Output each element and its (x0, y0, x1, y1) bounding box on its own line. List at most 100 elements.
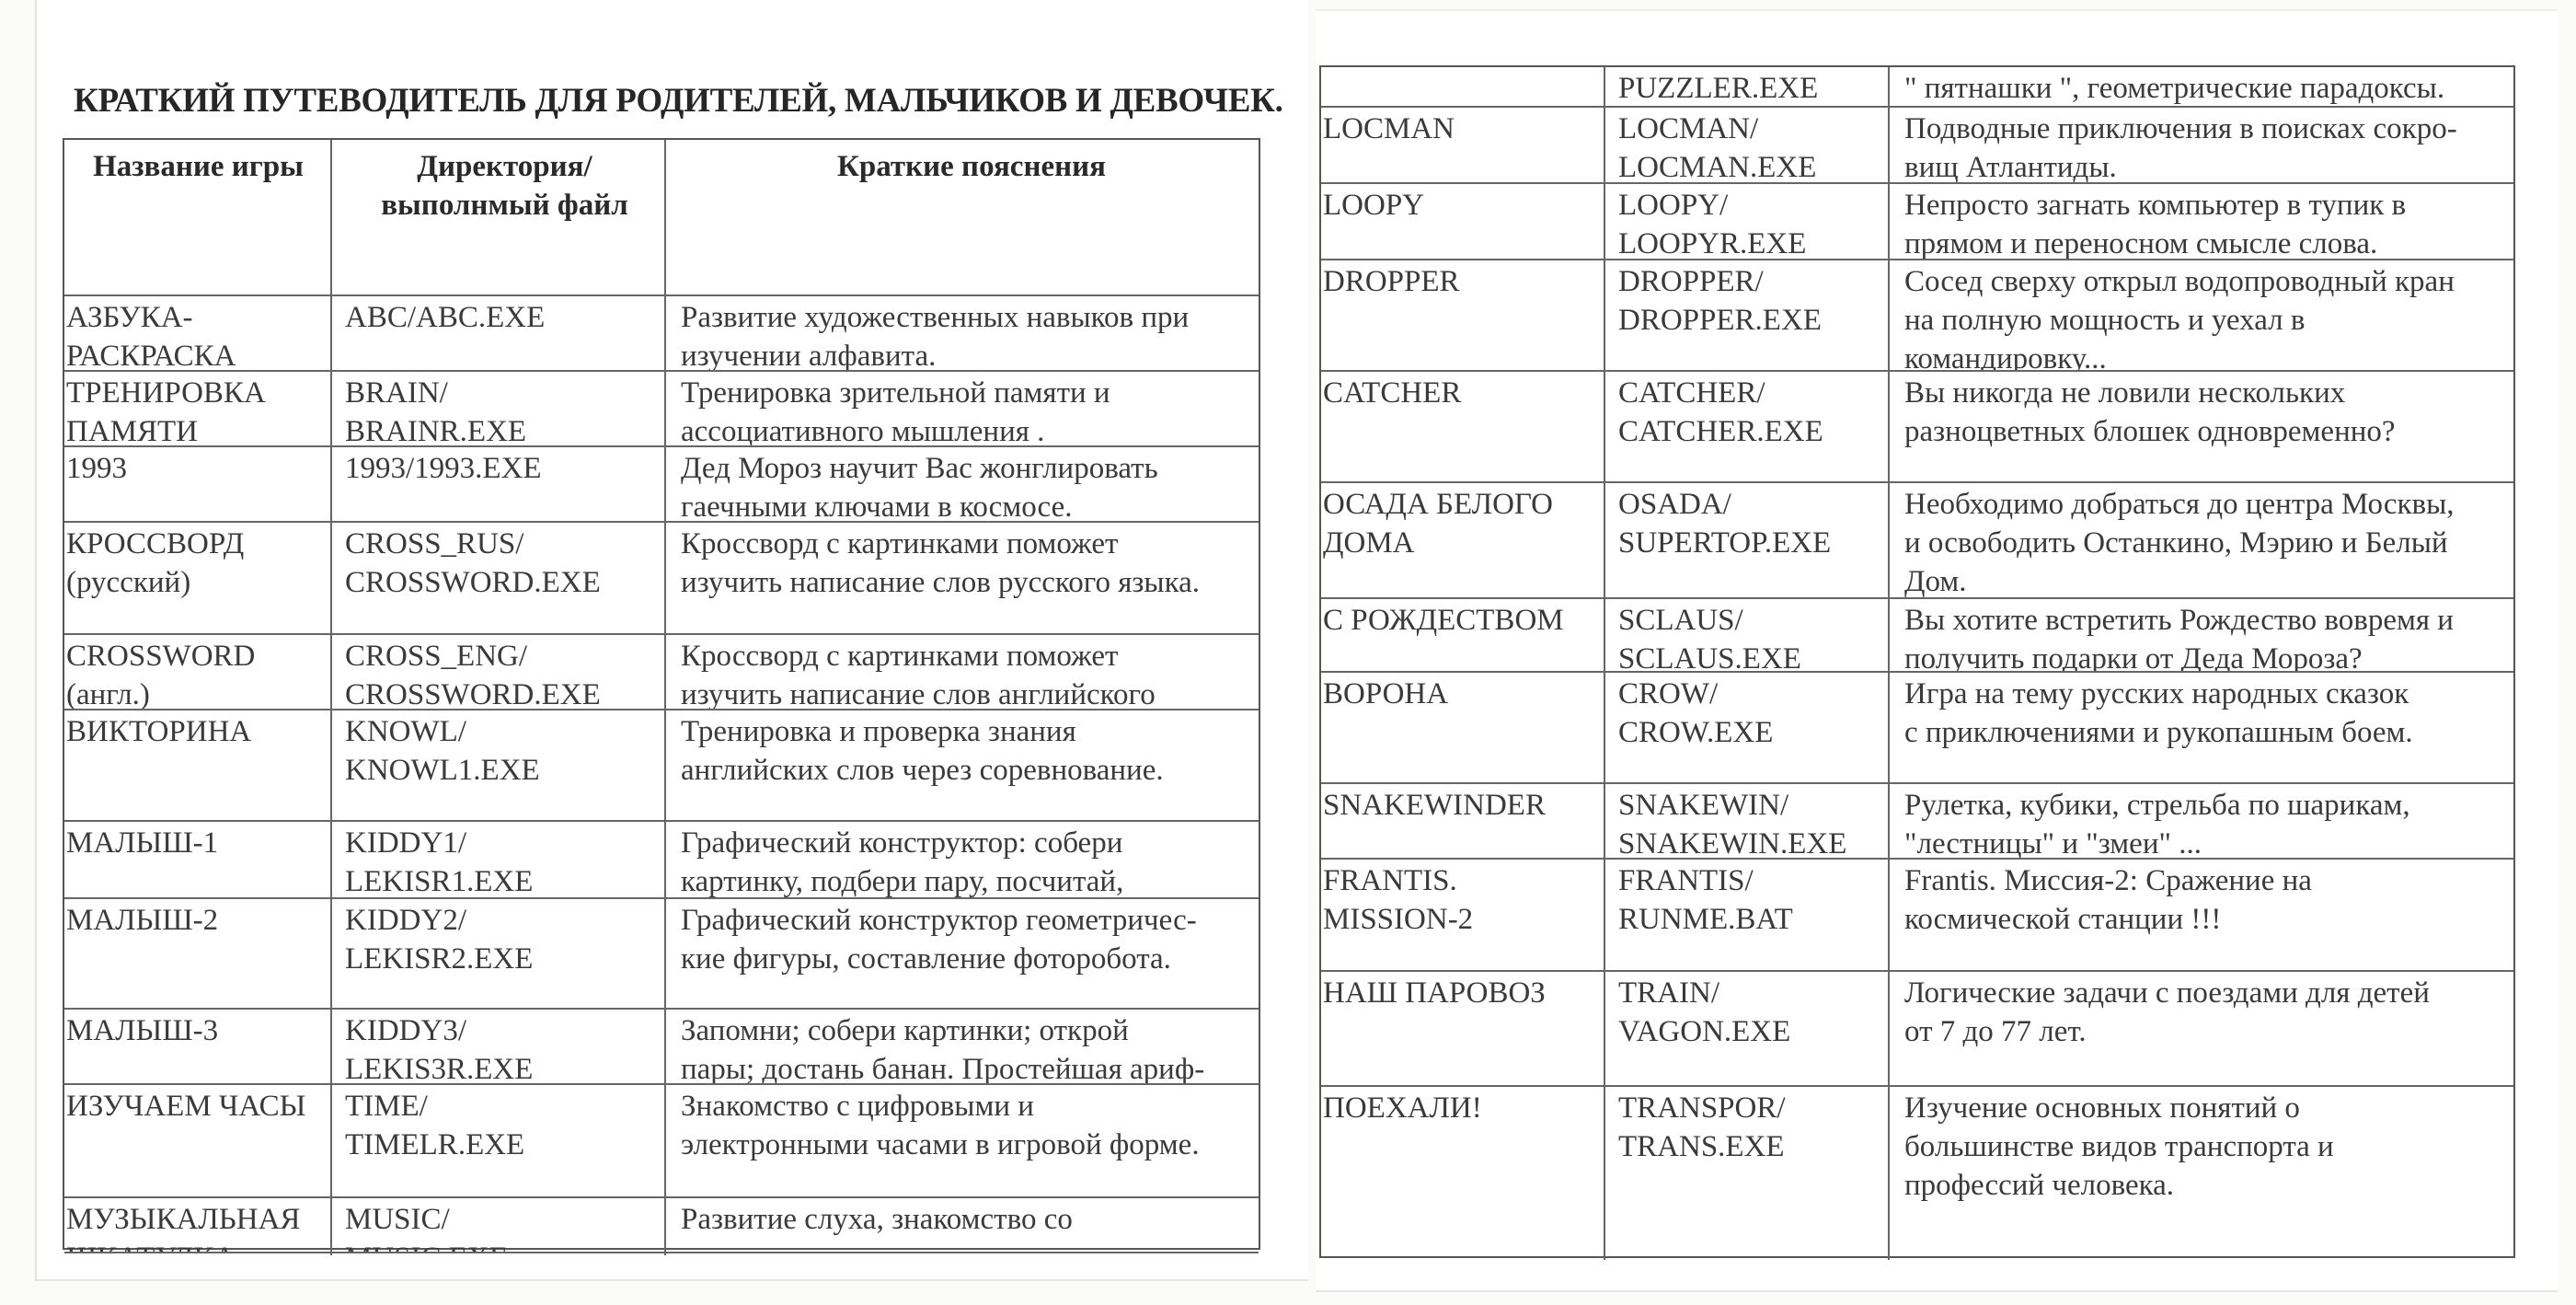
game-name-cell: МУЗЫКАЛЬНАЯ ШКАТУЛКА (66, 1203, 301, 1252)
game-name-cell: LOOPY (1323, 189, 1425, 222)
table-row: МАЛЫШ-3 KIDDY3/ LEKIS3R.EXE Запомни; собер… (64, 1008, 1259, 1083)
description-cell: Развитие слуха, знакомство со звучанием … (664, 1198, 1262, 1252)
description-cell: Изучение основных понятий о большинстве … (1888, 1087, 2517, 1260)
game-name-cell: ПОЕХАЛИ! (1323, 1091, 1482, 1125)
directory-cell: FRANTIS/ RUNME.BAT (1604, 860, 1888, 970)
directory-cell: CROW/ CROW.EXE (1604, 673, 1888, 782)
directory-cell: OSADA/ SUPERTOP.EXE (1604, 483, 1888, 597)
table-row: ОСАДА БЕЛОГО ДОМА OSADA/ SUPERTOP.EXE Необ… (1321, 481, 2513, 597)
description-cell: Непросто загнать компьютер в тупик в пря… (1888, 184, 2517, 259)
right-page (1316, 9, 2558, 1292)
table-row: LOCMAN LOCMAN/ LOCMAN.EXE Подводные приклю… (1321, 106, 2513, 182)
table-row: КРОССВОРД (русский) CROSS_RUS/ CROSSWORD.… (64, 521, 1259, 633)
table-row: С РОЖДЕСТВОМ SCLAUS/ SCLAUS.EXE Вы хотите … (1321, 597, 2513, 671)
table-row: НАШ ПАРОВОЗ TRAIN/ VAGON.EXE Логические за… (1321, 970, 2513, 1085)
directory-cell: CATCHER/ CATCHER.EXE (1604, 372, 1888, 481)
directory-cell: KIDDY2/ LEKISR2.EXE (330, 899, 664, 1008)
page-title: КРАТКИЙ ПУТЕВОДИТЕЛЬ ДЛЯ РОДИТЕЛЕЙ, МАЛЬ… (74, 82, 1283, 120)
game-name-cell: CROSSWORD (англ.) (66, 640, 256, 709)
directory-cell: TIME/ TIMELR.EXE (330, 1085, 664, 1196)
table-row: ТРЕНИРОВКА ПАМЯТИ BRAIN/ BRAINR.EXE Тренир… (64, 370, 1259, 445)
table-row: FRANTIS. MISSION-2 FRANTIS/ RUNME.BAT Fran… (1321, 858, 2513, 970)
game-name-cell: CATCHER (1323, 376, 1462, 410)
game-name-cell: 15 X 15 (64, 1253, 330, 1255)
directory-cell: KIDDY1/ LEKISR1.EXE (330, 822, 664, 897)
table-row: PUZZLER.EXE " пятнашки ", геометрические … (1321, 67, 2513, 106)
game-name-cell: ОСАДА БЕЛОГО ДОМА (1323, 488, 1553, 560)
description-cell: Сосед сверху открыл водопроводный кран н… (1888, 260, 2517, 370)
directory-cell: CROSS_ENG/ CROSSWORD.EXE (330, 635, 664, 709)
table-row: DROPPER DROPPER/ DROPPER.EXE Сосед сверху … (1321, 259, 2513, 370)
table-row: 15 X 1515X15/Истории в картинках, голово… (64, 1252, 1262, 1255)
directory-cell: SCLAUS/ SCLAUS.EXE (1604, 599, 1888, 671)
game-name-cell: НАШ ПАРОВОЗ (1323, 976, 1546, 1010)
table-row: LOOPY LOOPY/ LOOPYR.EXE Непросто загнать к… (1321, 182, 2513, 259)
description-cell: Истории в картинках, головоломки типа (664, 1253, 1262, 1255)
game-name-cell: ВОРОНА (1323, 677, 1449, 710)
directory-cell: BRAIN/ BRAINR.EXE (330, 372, 664, 445)
table-header-row: Название игры Директория/ выполнмый файл К… (64, 140, 1259, 294)
game-name-cell: FRANTIS. MISSION-2 (1323, 864, 1474, 936)
table-row: МАЛЫШ-1 KIDDY1/ LEKISR1.EXE Графический ко… (64, 820, 1259, 897)
directory-cell: CROSS_RUS/ CROSSWORD.EXE (330, 523, 664, 633)
table-row: ВОРОНА CROW/ CROW.EXE Игра на тему русских… (1321, 671, 2513, 782)
games-table-left: Название игры Директория/ выполнмый файл К… (63, 138, 1262, 1255)
directory-cell: PUZZLER.EXE (1604, 67, 1888, 106)
table-row: МУЗЫКАЛЬНАЯ ШКАТУЛКА MUSIC/ MUSIC.EXEРазв… (64, 1196, 1259, 1252)
directory-cell: SNAKEWIN/ SNAKEWIN.EXE (1604, 784, 1888, 858)
table-row: ИЗУЧАЕМ ЧАСЫ TIME/ TIMELR.EXE Знакомство с… (64, 1083, 1259, 1196)
game-name-cell: С РОЖДЕСТВОМ (1323, 604, 1564, 637)
description-cell: Логические задачи с поездами для детей о… (1888, 972, 2517, 1085)
table-row: АЗБУКА- РАСКРАСКА ABC/ABC.EXE Развитие худ… (64, 294, 1259, 370)
directory-cell: LOCMAN/ LOCMAN.EXE (1604, 108, 1888, 182)
directory-cell: 15X15/ (330, 1253, 664, 1255)
directory-cell: MUSIC/ MUSIC.EXE (330, 1198, 664, 1252)
game-name-cell: SNAKEWINDER (1323, 789, 1546, 822)
description-cell: Графический конструктор: собери картинку… (664, 822, 1262, 897)
description-cell: Графический конструктор геометричес- кие… (664, 899, 1262, 1008)
table-row: ПОЕХАЛИ! TRANSPOR/ TRANS.EXE Изучение осно… (1321, 1085, 2513, 1260)
game-name-cell: ВИКТОРИНА (66, 715, 252, 748)
directory-cell: ABC/ABC.EXE (330, 296, 664, 370)
game-name-cell: LOCMAN (1323, 112, 1455, 145)
description-cell: Рулетка, кубики, стрельба по шарикам, "л… (1888, 784, 2517, 858)
description-cell: Кроссворд с картинками поможет изучить н… (664, 635, 1262, 709)
directory-cell: 1993/1993.EXE (330, 447, 664, 521)
table-row: ВИКТОРИНА KNOWL/ KNOWL1.EXE Тренировка и п… (64, 709, 1259, 820)
description-cell: Запомни; собери картинки; открой пары; д… (664, 1010, 1262, 1083)
game-name-cell: ИЗУЧАЕМ ЧАСЫ (66, 1090, 306, 1123)
description-cell: " пятнашки ", геометрические парадоксы. (1888, 67, 2517, 106)
directory-cell: TRANSPOR/ TRANS.EXE (1604, 1087, 1888, 1260)
game-name-cell (1321, 67, 1604, 106)
game-name-cell: 1993 (66, 452, 127, 485)
game-name-cell: МАЛЫШ-2 (66, 904, 219, 937)
directory-cell: KIDDY3/ LEKIS3R.EXE (330, 1010, 664, 1083)
description-cell: Вы хотите встретить Рождество вовремя и … (1888, 599, 2517, 671)
header-game-name: Название игры (93, 150, 304, 183)
header-description: Краткие пояснения (664, 140, 1262, 294)
table-row: 1993 1993/1993.EXE Дед Мороз научит Вас жо… (64, 445, 1259, 521)
header-directory: Директория/ выполнмый файл (330, 140, 664, 294)
table-row: CROSSWORD (англ.) CROSS_ENG/ CROSSWORD.EX… (64, 633, 1259, 709)
left-page (35, 0, 1308, 1281)
description-cell: Подводные приключения в поисках сокро- в… (1888, 108, 2517, 182)
games-table-right: PUZZLER.EXE " пятнашки ", геометрические … (1319, 65, 2517, 1260)
directory-cell: DROPPER/ DROPPER.EXE (1604, 260, 1888, 370)
description-cell: Знакомство с цифровыми и электронными ча… (664, 1085, 1262, 1196)
directory-cell: TRAIN/ VAGON.EXE (1604, 972, 1888, 1085)
description-cell: Необходимо добраться до центра Москвы, и… (1888, 483, 2517, 597)
description-cell: Дед Мороз научит Вас жонглировать гаечны… (664, 447, 1262, 521)
description-cell: Игра на тему русских народных сказок с п… (1888, 673, 2517, 782)
description-cell: Тренировка и проверка знания английских … (664, 710, 1262, 820)
description-cell: Кроссворд с картинками поможет изучить н… (664, 523, 1262, 633)
description-cell: Вы никогда не ловили нескольких разноцве… (1888, 372, 2517, 481)
game-name-cell: МАЛЫШ-3 (66, 1014, 219, 1047)
table-row: МАЛЫШ-2 KIDDY2/ LEKISR2.EXE Графический ко… (64, 897, 1259, 1008)
directory-cell: LOOPY/ LOOPYR.EXE (1604, 184, 1888, 259)
description-cell: Развитие художественных навыков при изуч… (664, 296, 1262, 370)
game-name-cell: ТРЕНИРОВКА ПАМЯТИ (66, 376, 266, 445)
description-cell: Тренировка зрительной памяти и ассоциати… (664, 372, 1262, 445)
game-name-cell: DROPPER (1323, 265, 1460, 298)
game-name-cell: АЗБУКА- РАСКРАСКА (66, 301, 236, 370)
game-name-cell: МАЛЫШ-1 (66, 826, 219, 860)
